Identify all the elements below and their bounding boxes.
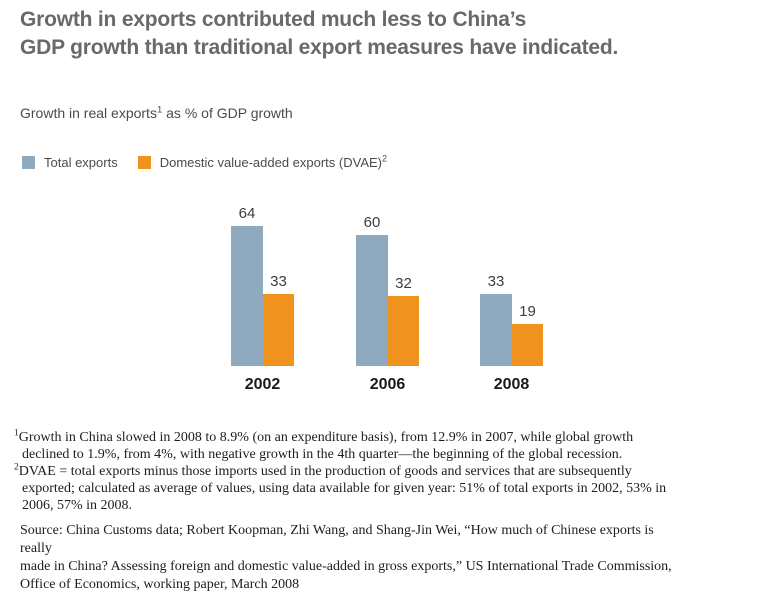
chart-legend: Total exports Domestic value-added expor…: [22, 153, 388, 170]
legend-swatch-dvae: [137, 156, 151, 169]
page-title-line1: Growth in exports contributed much less …: [20, 8, 527, 31]
legend-label-total-exports: Total exports: [44, 155, 118, 170]
bar-domestic-value-added-exports-dvae-2002: [263, 294, 294, 366]
bar-column-domestic-value-added-exports-dvae-2006: 32: [388, 276, 419, 366]
bar-domestic-value-added-exports-dvae-2006: [388, 296, 419, 366]
footnote-reference-2: 2: [382, 153, 388, 164]
chart-subtitle: Growth in real exports1 as % of GDP grow…: [20, 105, 293, 121]
footnote-2: 2DVAE = total exports minus those import…: [14, 463, 764, 514]
bar-value-label-total-exports-2008: 33: [487, 273, 505, 290]
footnotes: 1Growth in China slowed in 2008 to 8.9% …: [14, 429, 764, 514]
bar-total-exports-2002: [231, 226, 263, 366]
legend-item-dvae: Domestic value-added exports (DVAE)2: [137, 153, 388, 170]
bar-value-label-total-exports-2002: 64: [238, 205, 256, 222]
footnote-1-marker: 1: [14, 428, 19, 439]
footnote-reference-1: 1: [156, 104, 163, 116]
bar-value-label-domestic-value-added-exports-dvae-2006: 32: [395, 275, 412, 292]
bar-domestic-value-added-exports-dvae-2008: [512, 324, 543, 366]
footnote-1: 1Growth in China slowed in 2008 to 8.9% …: [14, 429, 764, 463]
chart-group-2006: 60 32: [356, 215, 419, 366]
bar-column-total-exports-2002: 64: [231, 206, 263, 366]
footnote-1-text: Growth in China slowed in 2008 to 8.9% (…: [18, 430, 634, 462]
chart-subtitle-suffix: as % of GDP growth: [162, 105, 293, 121]
bar-column-total-exports-2008: 33: [480, 274, 512, 366]
page-title: Growth in exports contributed much less …: [20, 6, 618, 62]
bar-total-exports-2006: [356, 235, 388, 366]
bar-value-label-domestic-value-added-exports-dvae-2002: 33: [270, 273, 287, 290]
chart-subtitle-text: Growth in real exports: [20, 105, 157, 121]
bar-total-exports-2008: [480, 294, 512, 366]
legend-label-dvae: Domestic value-added exports (DVAE)2: [159, 153, 388, 170]
chart-group-2008: 33 19: [480, 274, 543, 366]
footnote-2-marker: 2: [14, 462, 19, 473]
footnote-2-text: DVAE = total exports minus those imports…: [18, 464, 667, 513]
legend-swatch-total-exports: [22, 156, 35, 169]
bar-column-domestic-value-added-exports-dvae-2008: 19: [512, 304, 543, 366]
bar-value-label-total-exports-2006: 60: [363, 214, 381, 231]
legend-item-total-exports: Total exports: [22, 155, 118, 170]
source-attribution: Source: China Customs data; Robert Koopm…: [20, 523, 672, 592]
x-axis-label-2008: 2008: [493, 376, 530, 393]
chart-group-2002: 64 33: [231, 206, 294, 366]
x-axis-label-2006: 2006: [369, 376, 406, 393]
bar-column-total-exports-2006: 60: [356, 215, 388, 366]
bar-column-domestic-value-added-exports-dvae-2002: 33: [263, 274, 294, 366]
bar-value-label-domestic-value-added-exports-dvae-2008: 19: [519, 303, 536, 320]
page-title-line2: GDP growth than traditional export measu…: [20, 36, 619, 59]
bar-chart: 64 33 2002 60 32 2006 33 19 2008: [0, 200, 771, 396]
x-axis-label-2002: 2002: [244, 376, 281, 393]
